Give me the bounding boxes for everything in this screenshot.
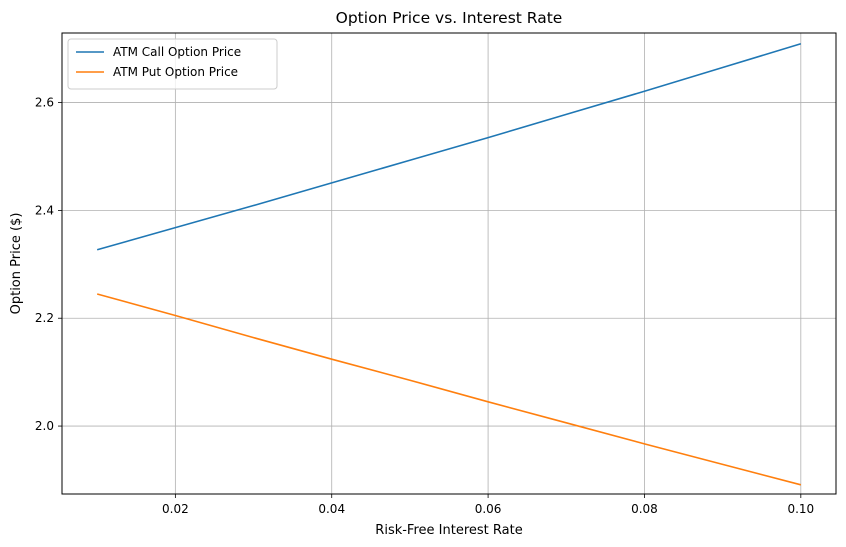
y-axis-label: Option Price ($) <box>9 213 24 315</box>
x-tick-label: 0.10 <box>787 502 814 516</box>
y-tick-label: 2.6 <box>35 96 54 110</box>
series-layer <box>96 43 802 486</box>
series-line-1 <box>96 43 802 251</box>
x-tick-label: 0.06 <box>475 502 502 516</box>
x-tick-label: 0.02 <box>162 502 189 516</box>
x-axis-label: Risk-Free Interest Rate <box>375 523 522 538</box>
legend-box <box>67 38 278 90</box>
y-tick-label: 2.0 <box>35 419 54 433</box>
x-tick-label: 0.08 <box>631 502 658 516</box>
legend-label: ATM Call Option Price <box>113 45 241 59</box>
series-line-2 <box>96 293 802 486</box>
plot-frame <box>61 32 837 495</box>
grid <box>62 33 836 494</box>
x-tick-label: 0.04 <box>318 502 345 516</box>
legend: ATM Call Option Price ATM Put Option Pric… <box>67 38 278 90</box>
x-axis-ticks: 0.02 0.04 0.06 0.08 0.10 <box>162 494 814 516</box>
y-tick-label: 2.4 <box>35 203 54 217</box>
legend-label: ATM Put Option Price <box>113 65 238 79</box>
y-axis-ticks: 2.0 2.2 2.4 2.6 <box>35 96 62 433</box>
y-tick-label: 2.2 <box>35 311 54 325</box>
chart-title: Option Price vs. Interest Rate <box>336 9 563 27</box>
